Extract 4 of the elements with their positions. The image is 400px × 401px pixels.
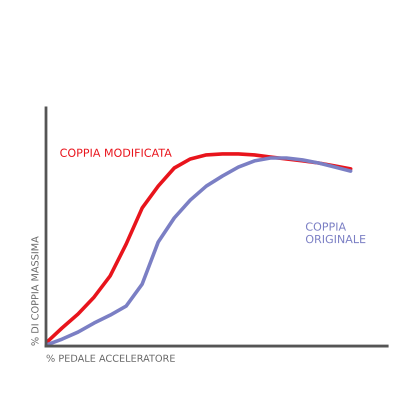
series-label: COPPIA MODIFICATA bbox=[60, 148, 172, 157]
x-axis-title: % PEDALE ACCELERATORE bbox=[46, 354, 175, 362]
text: COPPIA ORIGINALE bbox=[306, 222, 366, 244]
y-axis-title: % DI COPPIA MASSIMA bbox=[31, 236, 39, 346]
